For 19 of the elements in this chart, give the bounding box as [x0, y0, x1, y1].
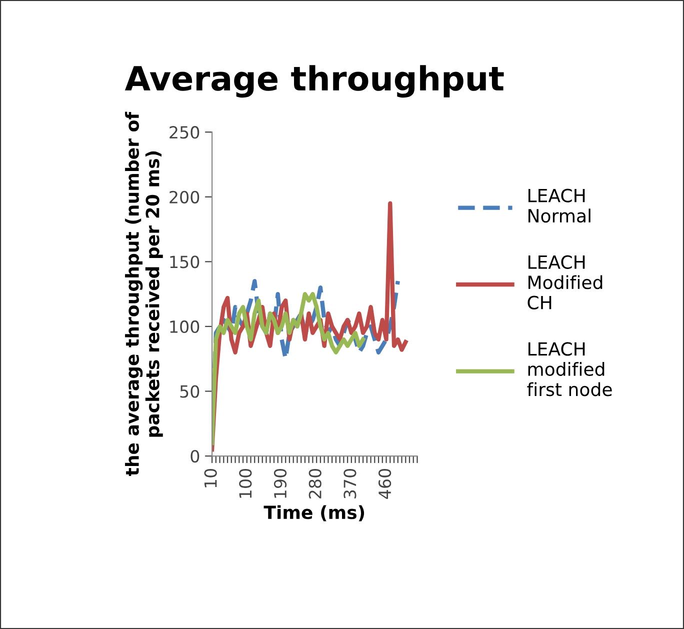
x-axis-title: Time (ms)	[264, 505, 364, 522]
x-tick-label: 280	[308, 468, 322, 498]
y-tick-label: 250	[170, 126, 200, 139]
chart-title: Average throughput	[124, 65, 504, 98]
y-tick-label: 100	[170, 320, 200, 334]
legend-label: LEACH Normal	[528, 188, 590, 223]
x-tick-label: 100	[239, 468, 252, 498]
x-tick-label: 190	[274, 468, 287, 498]
legend-label: LEACH Modified CH	[528, 255, 602, 310]
y-axis-title: the average throughput (number of packets received per 20 ms)	[125, 112, 163, 476]
x-tick-label: 460	[378, 468, 392, 499]
line-series	[212, 292, 366, 446]
y-tick-label: 150	[170, 256, 200, 268]
x-tick-label: 370	[344, 468, 356, 498]
y-tick-label: 50	[180, 385, 200, 398]
x-tick-label: 10	[204, 468, 217, 488]
y-tick-label: 0	[190, 450, 200, 463]
legend-label: LEACH modified first node	[527, 342, 612, 396]
y-tick-label: 200	[170, 190, 200, 204]
